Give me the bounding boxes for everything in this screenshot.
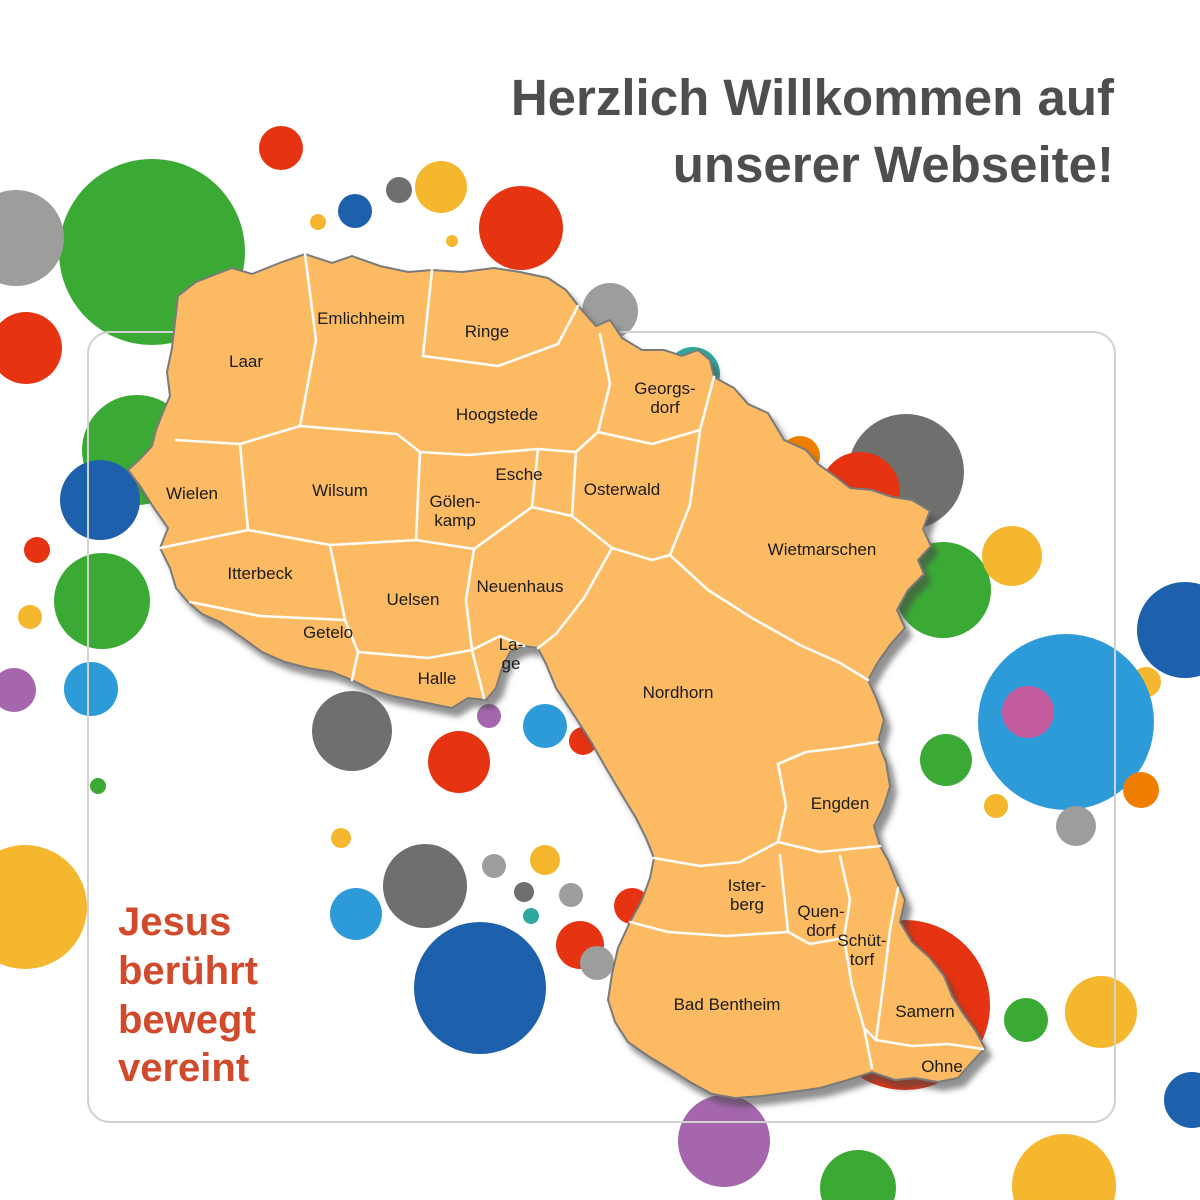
decorative-circle bbox=[982, 526, 1042, 586]
decorative-circle bbox=[978, 634, 1154, 810]
decorative-circle bbox=[479, 186, 563, 270]
municipality-borders bbox=[158, 252, 985, 1070]
municipality-label-quendorf[interactable]: Quen-dorf bbox=[797, 902, 844, 940]
tagline: Jesus berührt bewegt vereint bbox=[118, 898, 258, 1093]
decorative-circle bbox=[1123, 772, 1159, 808]
decorative-circle bbox=[24, 537, 50, 563]
decorative-circle bbox=[60, 460, 140, 540]
municipality-labels: Laar Emlichheim Ringe Hoogstede Georgs-dorf W… bbox=[166, 309, 963, 1076]
decorative-circle bbox=[514, 882, 534, 902]
municipality-label-halle[interactable]: Halle bbox=[418, 669, 457, 688]
tagline-line-bewegt: bewegt bbox=[118, 997, 256, 1042]
decorative-circle bbox=[386, 177, 412, 203]
municipality-label-hoogstede[interactable]: Hoogstede bbox=[456, 405, 538, 424]
tagline-line-vereint: vereint bbox=[118, 1046, 250, 1091]
decorative-circle bbox=[984, 794, 1008, 818]
decorative-circle bbox=[1056, 806, 1096, 846]
decorative-circle bbox=[1164, 1072, 1200, 1128]
decorative-circle bbox=[523, 908, 539, 924]
decorative-circle bbox=[90, 778, 106, 794]
tagline-line-beruehrt: berührt bbox=[118, 948, 258, 993]
page-title-line1: Herzlich Willkommen auf bbox=[510, 69, 1114, 126]
municipality-label-neuenhaus[interactable]: Neuenhaus bbox=[477, 577, 564, 596]
decorative-circle bbox=[1012, 1134, 1116, 1200]
decorative-circle bbox=[54, 553, 150, 649]
municipality-label-getelo[interactable]: Getelo bbox=[303, 623, 353, 642]
municipality-label-itterbeck[interactable]: Itterbeck bbox=[227, 564, 293, 583]
decorative-circle bbox=[559, 883, 583, 907]
decorative-circle bbox=[428, 731, 490, 793]
decorative-circle bbox=[1065, 976, 1137, 1048]
decorative-circle bbox=[678, 1095, 770, 1187]
decorative-circle bbox=[259, 126, 303, 170]
municipality-label-wielen[interactable]: Wielen bbox=[166, 484, 218, 503]
municipality-label-laar[interactable]: Laar bbox=[229, 352, 263, 371]
municipality-label-lage[interactable]: La-ge bbox=[499, 635, 524, 673]
decorative-circle bbox=[446, 235, 458, 247]
municipality-label-esche[interactable]: Esche bbox=[495, 465, 542, 484]
county-shape[interactable] bbox=[126, 252, 987, 1100]
tagline-line-jesus: Jesus bbox=[118, 900, 232, 944]
decorative-circle bbox=[530, 845, 560, 875]
municipality-label-wietmarschen[interactable]: Wietmarschen bbox=[768, 540, 877, 559]
municipality-label-georgsdorf[interactable]: Georgs-dorf bbox=[634, 379, 695, 417]
decorative-circle bbox=[383, 844, 467, 928]
municipality-label-nordhorn[interactable]: Nordhorn bbox=[643, 683, 714, 702]
decorative-circle bbox=[820, 1150, 896, 1200]
municipality-label-osterwald[interactable]: Osterwald bbox=[584, 480, 661, 499]
municipality-label-wilsum[interactable]: Wilsum bbox=[312, 481, 368, 500]
map-grafschaft-bentheim[interactable]: Laar Emlichheim Ringe Hoogstede Georgs-dorf W… bbox=[126, 252, 987, 1100]
decorative-circle bbox=[482, 854, 506, 878]
municipality-label-emlichheim[interactable]: Emlichheim bbox=[317, 309, 405, 328]
decorative-circle bbox=[523, 704, 567, 748]
municipality-label-samern[interactable]: Samern bbox=[895, 1002, 955, 1021]
decorative-circle bbox=[338, 194, 372, 228]
decorative-circle bbox=[64, 662, 118, 716]
decorative-circle bbox=[477, 704, 501, 728]
municipality-label-ohne[interactable]: Ohne bbox=[921, 1057, 963, 1076]
municipality-label-uelsen[interactable]: Uelsen bbox=[387, 590, 440, 609]
page-title-line2: unserer Webseite! bbox=[672, 136, 1114, 194]
decorative-circle bbox=[0, 190, 64, 286]
decorative-circle bbox=[312, 691, 392, 771]
decorative-circle bbox=[18, 605, 42, 629]
decorative-circle bbox=[1002, 686, 1054, 738]
decorative-circle bbox=[415, 161, 467, 213]
decorative-circle bbox=[330, 888, 382, 940]
municipality-label-schttorf[interactable]: Schüt-torf bbox=[837, 931, 886, 969]
decorative-circle bbox=[1137, 582, 1200, 678]
decorative-circle bbox=[0, 845, 87, 969]
decorative-circle bbox=[0, 312, 62, 384]
decorative-circle bbox=[1004, 998, 1048, 1042]
municipality-label-ringe[interactable]: Ringe bbox=[465, 322, 509, 341]
municipality-label-glenkamp[interactable]: Gölen-kamp bbox=[429, 492, 480, 530]
municipality-label-badbentheim[interactable]: Bad Bentheim bbox=[674, 995, 781, 1014]
page-title: Herzlich Willkommen auf unserer Webseite… bbox=[511, 64, 1114, 199]
municipality-label-isterberg[interactable]: Ister-berg bbox=[728, 876, 767, 914]
decorative-circle bbox=[580, 946, 614, 980]
decorative-circle bbox=[920, 734, 972, 786]
decorative-circle bbox=[331, 828, 351, 848]
decorative-circle bbox=[310, 214, 326, 230]
decorative-circle bbox=[414, 922, 546, 1054]
municipality-label-engden[interactable]: Engden bbox=[811, 794, 870, 813]
decorative-circle bbox=[0, 668, 36, 712]
